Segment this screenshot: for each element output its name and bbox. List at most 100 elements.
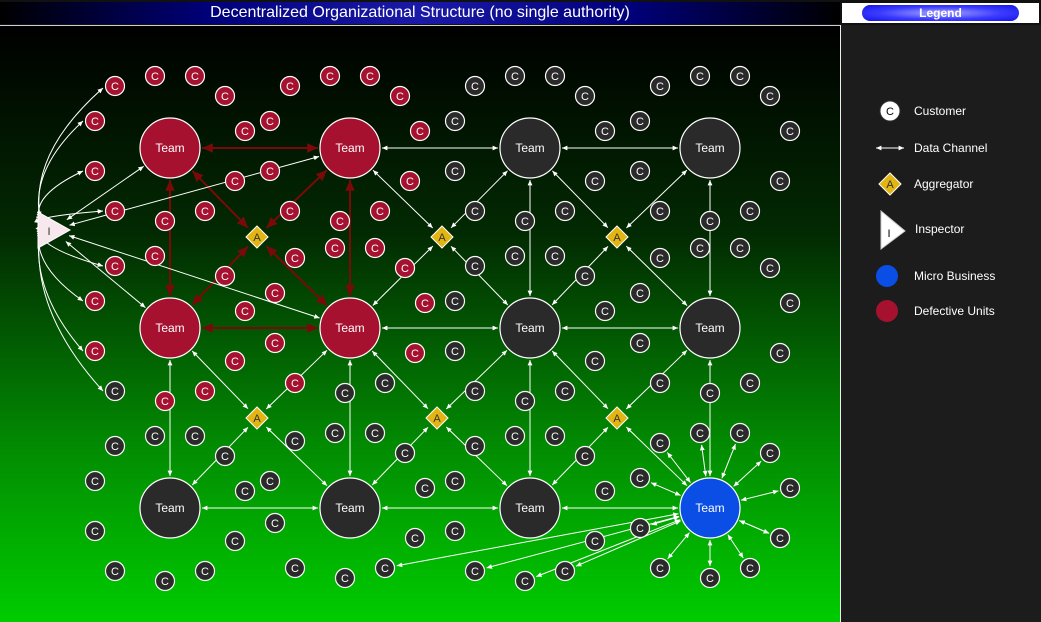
customer-defective[interactable]: C: [284, 372, 306, 394]
customer[interactable]: C: [404, 527, 426, 549]
customer[interactable]: C: [689, 237, 711, 259]
customer[interactable]: C: [629, 110, 651, 132]
customer[interactable]: C: [779, 477, 801, 499]
customer[interactable]: C: [554, 380, 576, 402]
customer[interactable]: C: [104, 435, 126, 457]
customer[interactable]: C: [699, 210, 721, 232]
customer[interactable]: C: [629, 332, 651, 354]
customer[interactable]: C: [444, 110, 466, 132]
customer[interactable]: C: [629, 467, 651, 489]
team-defective[interactable]: Team: [139, 297, 201, 359]
customer[interactable]: C: [689, 422, 711, 444]
customer[interactable]: C: [504, 425, 526, 447]
customer-defective[interactable]: C: [144, 65, 166, 87]
customer[interactable]: C: [779, 292, 801, 314]
customer[interactable]: C: [584, 530, 606, 552]
customer[interactable]: C: [464, 435, 486, 457]
customer-defective[interactable]: C: [224, 170, 246, 192]
customer[interactable]: C: [574, 85, 596, 107]
customer-defective[interactable]: C: [284, 247, 306, 269]
customer[interactable]: C: [514, 390, 536, 412]
customer[interactable]: C: [464, 380, 486, 402]
customer[interactable]: C: [284, 557, 306, 579]
customer[interactable]: C: [444, 340, 466, 362]
customer[interactable]: C: [739, 372, 761, 394]
aggregator[interactable]: A: [605, 406, 629, 430]
customer[interactable]: C: [374, 372, 396, 394]
customer[interactable]: C: [544, 245, 566, 267]
customer[interactable]: C: [234, 480, 256, 502]
customer[interactable]: C: [769, 342, 791, 364]
customer-defective[interactable]: C: [389, 85, 411, 107]
customer-defective[interactable]: C: [329, 210, 351, 232]
customer-defective[interactable]: C: [154, 210, 176, 232]
customer-defective[interactable]: C: [84, 160, 106, 182]
aggregator[interactable]: A: [245, 406, 269, 430]
customer-defective[interactable]: C: [104, 255, 126, 277]
customer[interactable]: C: [544, 425, 566, 447]
customer-defective[interactable]: C: [84, 340, 106, 362]
customer-defective[interactable]: C: [364, 237, 386, 259]
customer-defective[interactable]: C: [369, 200, 391, 222]
customer[interactable]: C: [769, 170, 791, 192]
customer[interactable]: C: [214, 445, 236, 467]
customer[interactable]: C: [739, 200, 761, 222]
customer[interactable]: C: [594, 480, 616, 502]
customer[interactable]: C: [629, 160, 651, 182]
customer-defective[interactable]: C: [214, 85, 236, 107]
customer-defective[interactable]: C: [224, 350, 246, 372]
customer[interactable]: C: [324, 422, 346, 444]
customer[interactable]: C: [739, 557, 761, 579]
customer[interactable]: C: [104, 560, 126, 582]
customer[interactable]: C: [414, 477, 436, 499]
customer[interactable]: C: [514, 570, 536, 592]
customer[interactable]: C: [594, 300, 616, 322]
team[interactable]: Team: [679, 297, 741, 359]
customer[interactable]: C: [584, 350, 606, 372]
team-defective[interactable]: Team: [319, 117, 381, 179]
team[interactable]: Team: [499, 117, 561, 179]
aggregator[interactable]: A: [425, 406, 449, 430]
customer[interactable]: C: [584, 170, 606, 192]
customer[interactable]: C: [649, 557, 671, 579]
customer[interactable]: C: [729, 422, 751, 444]
customer[interactable]: C: [759, 85, 781, 107]
customer[interactable]: C: [334, 567, 356, 589]
customer[interactable]: C: [769, 527, 791, 549]
customer[interactable]: C: [699, 567, 721, 589]
customer[interactable]: C: [444, 290, 466, 312]
customer[interactable]: C: [514, 210, 536, 232]
team[interactable]: Team: [319, 477, 381, 539]
customer-defective[interactable]: C: [84, 110, 106, 132]
customer-defective[interactable]: C: [194, 380, 216, 402]
customer-defective[interactable]: C: [319, 65, 341, 87]
team[interactable]: Team: [679, 117, 741, 179]
customer-defective[interactable]: C: [409, 120, 431, 142]
customer[interactable]: C: [334, 382, 356, 404]
customer[interactable]: C: [464, 200, 486, 222]
customer[interactable]: C: [444, 520, 466, 542]
aggregator[interactable]: A: [430, 225, 454, 249]
customer-defective[interactable]: C: [104, 75, 126, 97]
team-defective[interactable]: Team: [139, 117, 201, 179]
customer-defective[interactable]: C: [279, 75, 301, 97]
customer[interactable]: C: [464, 75, 486, 97]
customer-defective[interactable]: C: [324, 237, 346, 259]
customer-defective[interactable]: C: [84, 290, 106, 312]
customer[interactable]: C: [259, 470, 281, 492]
customer-defective[interactable]: C: [414, 292, 436, 314]
customer[interactable]: C: [554, 200, 576, 222]
customer-defective[interactable]: C: [104, 200, 126, 222]
customer-defective[interactable]: C: [264, 332, 286, 354]
customer[interactable]: C: [144, 425, 166, 447]
customer-defective[interactable]: C: [184, 65, 206, 87]
customer[interactable]: C: [629, 517, 651, 539]
customer[interactable]: C: [444, 160, 466, 182]
customer[interactable]: C: [554, 560, 576, 582]
customer[interactable]: C: [184, 425, 206, 447]
customer[interactable]: C: [729, 65, 751, 87]
customer-defective[interactable]: C: [259, 160, 281, 182]
team[interactable]: Team: [499, 477, 561, 539]
customer-defective[interactable]: C: [234, 300, 256, 322]
customer[interactable]: C: [504, 245, 526, 267]
